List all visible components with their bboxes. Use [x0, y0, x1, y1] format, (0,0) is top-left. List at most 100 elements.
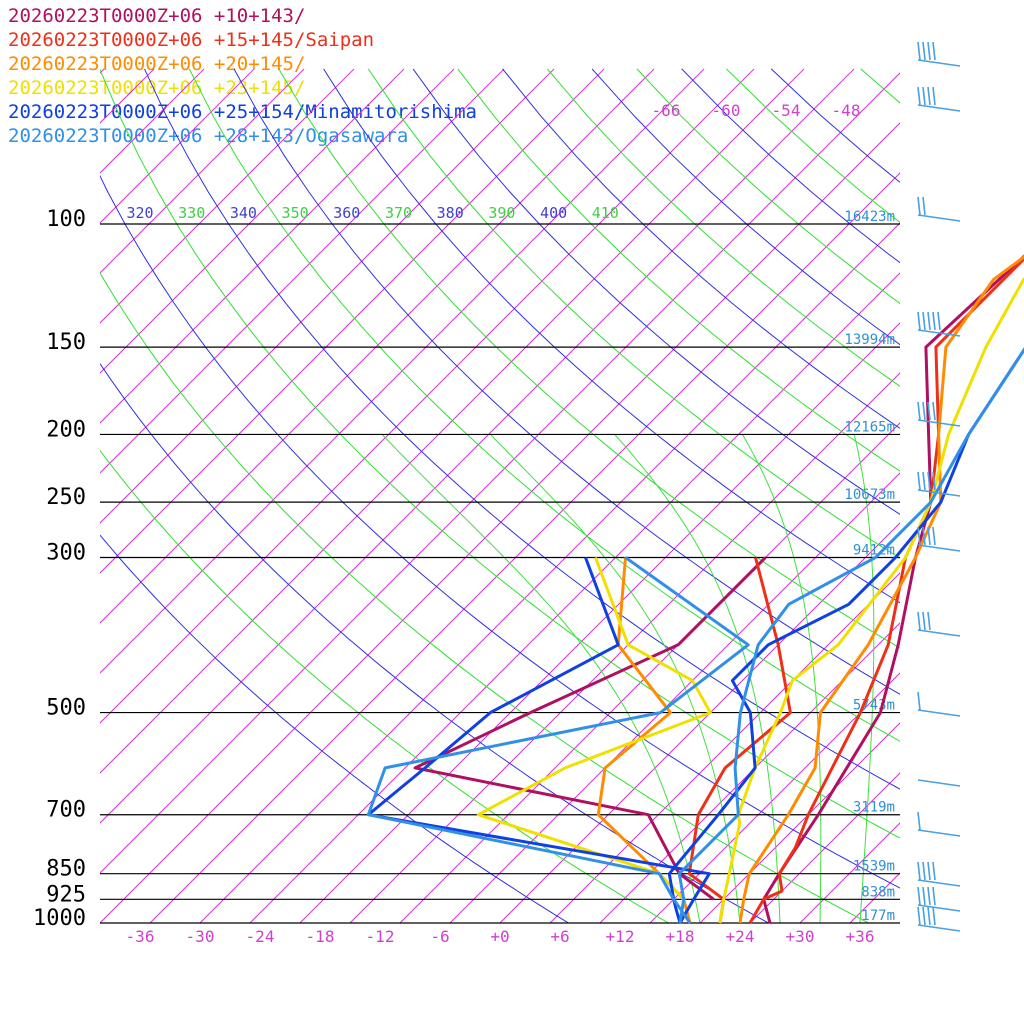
height-label: 3119m — [853, 800, 895, 816]
dewpoint-profile-1 — [413, 556, 767, 901]
legend: 20260223T0000Z+06 +10+143/20260223T0000Z… — [8, 4, 477, 148]
temperature-tick-label: -30 — [186, 927, 215, 946]
wind-barbs — [917, 41, 961, 932]
isotherm-line — [799, 822, 900, 923]
isotherm-line — [100, 68, 805, 774]
isotherm-line — [299, 322, 900, 923]
isotherm-line — [649, 672, 900, 923]
pressure-label: 150 — [46, 330, 86, 355]
legend-entry-5: 20260223T0000Z+06 +25+154/Minamitorishim… — [8, 101, 477, 123]
isotherm-line — [100, 68, 655, 624]
theta-label: 360 — [333, 204, 360, 222]
pressure-label: 200 — [46, 417, 86, 442]
dry-adiabat-line — [636, 68, 900, 305]
isotherm-line — [100, 68, 455, 424]
theta-label: 400 — [540, 204, 567, 222]
isotherm-line — [549, 572, 900, 923]
height-label: 10673m — [844, 487, 895, 503]
wind-barb — [917, 196, 961, 222]
isotherm-line — [100, 72, 900, 874]
dry-adiabat-line — [367, 68, 900, 559]
isotherm-top-label: -54 — [772, 101, 801, 120]
wind-barb — [917, 471, 961, 497]
theta-label: 410 — [592, 204, 619, 222]
isotherm-line — [100, 122, 900, 923]
temperature-tick-label: +0 — [490, 927, 509, 946]
isotherm-line — [100, 68, 255, 224]
temperature-tick-label: +12 — [606, 927, 635, 946]
isotherm-line — [749, 772, 900, 923]
height-label: 12165m — [844, 419, 895, 435]
temperature-tick-label: -12 — [366, 927, 395, 946]
height-label: 13994m — [844, 332, 895, 348]
wind-barb — [917, 611, 961, 637]
temperature-tick-label: +36 — [846, 927, 875, 946]
wind-barb — [917, 691, 961, 717]
wind-barb — [917, 526, 961, 552]
isotherm-line — [499, 522, 900, 923]
wind-barb — [917, 779, 961, 787]
temperature-tick-label: -36 — [126, 927, 155, 946]
isotherm-line — [100, 68, 855, 824]
wind-barb — [917, 906, 961, 932]
temperature-tick-label: +30 — [786, 927, 815, 946]
height-label: 1539m — [853, 859, 895, 875]
isotherm-line — [100, 68, 305, 274]
dry-adiabat-line — [233, 68, 900, 695]
moist-adiabat-line — [614, 434, 781, 923]
theta-label: 330 — [178, 204, 205, 222]
pressure-label: 1000 — [33, 906, 86, 931]
isotherm-line — [699, 722, 900, 923]
theta-label: 370 — [385, 204, 412, 222]
temperature-profile-5 — [667, 347, 1024, 924]
isotherm-line — [100, 68, 555, 524]
isotherm-line — [100, 68, 205, 174]
isotherm-line — [349, 372, 900, 923]
dewpoint-profile-6 — [366, 556, 750, 924]
isotherm-line — [0, 69, 4, 923]
wind-barb — [917, 86, 961, 112]
height-label: 177m — [861, 908, 895, 924]
height-label: 838m — [861, 884, 895, 900]
theta-label: 390 — [488, 204, 515, 222]
pressure-label: 300 — [46, 541, 86, 566]
temperature-tick-label: -24 — [246, 927, 275, 946]
isotherm-line — [950, 69, 1024, 923]
isotherm-line — [100, 68, 705, 674]
temperature-tick-label: -6 — [430, 927, 449, 946]
dewpoint-profile-2 — [687, 557, 792, 924]
wind-barb — [917, 311, 961, 337]
temperature-profile-4 — [718, 277, 1024, 924]
legend-entry-2: 20260223T0000Z+06 +15+145/Saipan — [8, 29, 375, 51]
isotherm-line — [199, 222, 900, 923]
isotherm-line — [100, 68, 355, 324]
theta-label: 320 — [126, 204, 153, 222]
wind-barb — [917, 811, 961, 837]
dry-adiabat-line — [100, 174, 900, 889]
dry-adiabat-line — [188, 68, 900, 742]
isotherm-line — [100, 68, 605, 574]
theta-label: 350 — [282, 204, 309, 222]
dry-adiabat-line — [144, 68, 900, 790]
height-label: 16423m — [844, 209, 895, 225]
theta-label: 380 — [437, 204, 464, 222]
wind-barb — [917, 886, 961, 912]
dewpoint-profile-4 — [476, 556, 712, 924]
temperature-profile-6 — [677, 347, 1024, 924]
moist-adiabat-line — [381, 434, 701, 923]
legend-entry-4: 20260223T0000Z+06 +23+145/ — [8, 77, 306, 99]
dry-adiabat-line — [278, 68, 900, 649]
isotherm-top-label: -60 — [712, 101, 741, 120]
pressure-label: 250 — [46, 485, 86, 510]
moist-adiabat-line — [741, 434, 822, 923]
wind-barb — [917, 401, 961, 427]
dry-adiabat-line — [591, 68, 900, 346]
temperature-profile-2 — [748, 256, 1024, 924]
isotherm-line — [100, 68, 755, 724]
isotherm-line — [249, 272, 900, 923]
dry-adiabat-line — [100, 449, 670, 923]
isotherm-line — [1000, 69, 1024, 923]
profiles-layer — [366, 254, 1024, 924]
pressure-label: 925 — [46, 882, 86, 907]
